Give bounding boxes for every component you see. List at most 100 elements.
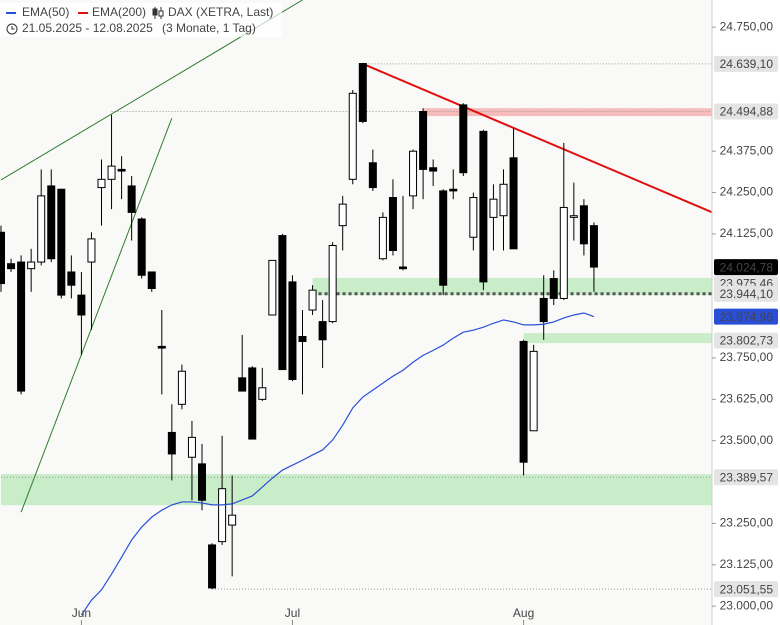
candle-body — [37, 195, 46, 263]
candle-body — [509, 157, 518, 250]
y-tick-label: 23.250,00 — [720, 516, 774, 530]
trendline — [362, 62, 712, 214]
candle-body — [27, 261, 36, 270]
candle-body — [157, 345, 166, 349]
level-label: 23.874,96 — [720, 310, 774, 324]
candle-body — [348, 92, 357, 180]
plot — [0, 0, 712, 616]
candle-body — [308, 289, 317, 311]
level-box — [714, 332, 778, 349]
candle-body — [459, 104, 468, 174]
level-box — [714, 55, 778, 72]
candle-body — [419, 111, 428, 170]
candle-body — [67, 271, 76, 286]
candle-body — [248, 367, 257, 440]
candle-body — [97, 178, 106, 189]
candle-body — [228, 514, 237, 526]
candle-body — [469, 197, 478, 238]
zone — [523, 333, 712, 344]
level-box — [714, 103, 778, 120]
level-label: 24.639,10 — [720, 57, 774, 71]
level-label: 23.944,10 — [720, 287, 774, 301]
level-box — [714, 469, 778, 486]
y-tick-label: 24.750,00 — [720, 19, 774, 33]
clock-icon — [6, 23, 18, 35]
candle-body — [77, 294, 86, 316]
candle-body — [288, 281, 297, 380]
candle-body — [198, 463, 206, 501]
candle-body — [559, 206, 568, 299]
y-tick-label: 23.625,00 — [720, 392, 774, 406]
level-label: 23.802,73 — [720, 334, 774, 348]
candle-body — [529, 350, 538, 432]
candle-body — [117, 168, 126, 172]
candle-body — [499, 183, 508, 217]
candle-body — [589, 225, 598, 268]
candle-body — [208, 544, 217, 589]
x-tick-label: Aug — [513, 606, 534, 620]
candle-body — [258, 387, 267, 400]
level-label: 23.389,57 — [720, 470, 774, 484]
candle-body — [107, 165, 116, 180]
candle-body — [409, 150, 418, 197]
price-axis: 24.750,00 24.375,00 24.250,00 24.125,00 23.7… — [711, 0, 780, 625]
level-box — [714, 259, 778, 276]
level-label: 24.494,88 — [720, 105, 774, 119]
legend-label: EMA(50) — [22, 5, 69, 19]
candle-icon — [152, 7, 164, 19]
candle-body — [127, 185, 136, 213]
zone — [1, 474, 712, 506]
candle-body — [268, 259, 277, 316]
candle-body — [187, 436, 196, 458]
y-tick-label: 24.125,00 — [720, 226, 774, 240]
zone — [312, 277, 712, 296]
level-label: 24.024,78 — [720, 260, 774, 274]
level-box — [714, 285, 778, 302]
y-tick-label: 24.375,00 — [720, 143, 774, 157]
candle-body — [218, 488, 227, 543]
candle-body — [17, 261, 26, 392]
candle-body — [439, 190, 448, 286]
candle-body — [579, 205, 588, 245]
y-tick-label: 24.250,00 — [720, 185, 774, 199]
y-tick-label: 23.750,00 — [720, 350, 774, 364]
y-tick-label: 23.125,00 — [720, 557, 774, 571]
candle-body — [278, 235, 287, 371]
candle-body — [298, 335, 307, 342]
candle-body — [358, 63, 367, 122]
y-tick-label: 23.500,00 — [720, 433, 774, 447]
candle-body — [147, 271, 156, 290]
candle-body — [7, 263, 16, 270]
zone — [423, 108, 712, 117]
instrument: DAX (XETRA, Last) — [168, 5, 273, 19]
candle-body — [57, 188, 66, 296]
candle-body — [449, 188, 458, 192]
y-tick-label: 23.000,00 — [720, 598, 774, 612]
candle-body — [318, 321, 327, 341]
x-tick-label: Jun — [72, 606, 91, 620]
candle-body — [0, 231, 5, 285]
candle-body — [328, 245, 337, 323]
candle-body — [47, 185, 56, 260]
candle-body — [519, 340, 528, 463]
x-tick-label: Jul — [285, 606, 300, 620]
legend-bg — [0, 3, 282, 37]
range: (3 Monate, 1 Tag) — [162, 21, 256, 35]
level-box — [714, 581, 778, 598]
candle-body — [137, 218, 146, 276]
candle-body — [177, 370, 186, 405]
legend-label: EMA(200) — [92, 5, 146, 19]
level-label: 23.051,55 — [720, 582, 774, 596]
candle-body — [399, 266, 407, 270]
trendline — [20, 117, 173, 513]
candle-body — [479, 130, 488, 283]
candle-body — [338, 203, 347, 227]
period: 21.05.2025 - 12.08.2025 — [22, 21, 153, 35]
level-box — [714, 308, 778, 325]
candle-body — [238, 377, 247, 392]
candle-body — [368, 162, 377, 189]
candle-body — [388, 197, 397, 251]
ema-line — [80, 312, 595, 616]
candle-body — [429, 167, 438, 172]
